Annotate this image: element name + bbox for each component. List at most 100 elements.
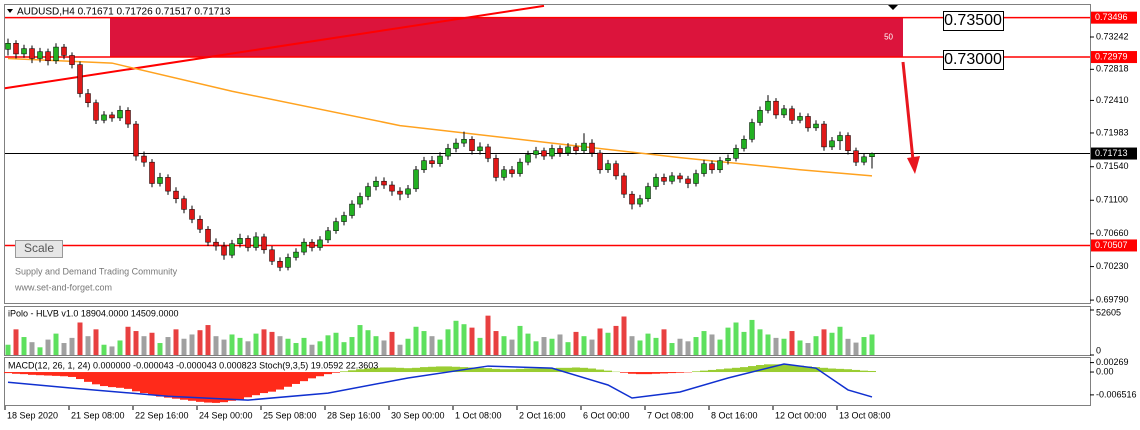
macd-bar bbox=[220, 372, 228, 403]
candle-body bbox=[861, 156, 867, 163]
arrow-head bbox=[907, 156, 920, 174]
scale-button-label[interactable]: Scale bbox=[24, 241, 54, 255]
macd-bar bbox=[564, 367, 572, 373]
candle-body bbox=[269, 249, 275, 262]
volume-bar bbox=[133, 331, 139, 355]
volume-bar bbox=[653, 337, 659, 355]
candle-body bbox=[101, 114, 107, 121]
macd-bar bbox=[548, 368, 556, 373]
volume-bar bbox=[85, 336, 91, 355]
macd-bar bbox=[124, 372, 132, 389]
volume-bar bbox=[429, 336, 435, 355]
volume-bar bbox=[125, 326, 131, 355]
candle-body bbox=[357, 196, 363, 205]
candle-body bbox=[229, 243, 235, 256]
y-tick-label: 0.00269 bbox=[1096, 357, 1129, 367]
candle-body bbox=[765, 100, 771, 111]
candle-body bbox=[21, 48, 27, 55]
candle-body bbox=[573, 146, 579, 151]
candle-body bbox=[733, 148, 739, 159]
candle-body bbox=[421, 160, 427, 171]
candle-body bbox=[629, 193, 635, 205]
volume-bar bbox=[829, 332, 835, 355]
macd-bar bbox=[740, 367, 748, 373]
volume-bar bbox=[181, 338, 187, 355]
candle-body bbox=[653, 177, 659, 187]
volume-bar bbox=[869, 334, 875, 355]
candle-body bbox=[285, 257, 291, 268]
macd-bar bbox=[348, 370, 356, 373]
macd-bar bbox=[604, 370, 612, 373]
y-tick-label: 0.69790 bbox=[1096, 294, 1129, 304]
volume-bar bbox=[37, 347, 43, 355]
candle-body bbox=[61, 46, 67, 56]
candle-body bbox=[509, 169, 515, 174]
macd-bar bbox=[260, 372, 268, 394]
candle-body bbox=[181, 198, 187, 210]
candle-body bbox=[589, 142, 595, 154]
macd-bar bbox=[708, 369, 716, 373]
volume-bar bbox=[277, 336, 283, 355]
volume-bar bbox=[533, 341, 539, 355]
volume-bar bbox=[45, 339, 51, 355]
macd-bar bbox=[164, 372, 172, 398]
volume-bar bbox=[861, 337, 867, 355]
macd-bar bbox=[236, 372, 244, 400]
macd-bar bbox=[868, 370, 876, 373]
macd-bar bbox=[500, 369, 508, 373]
volume-bar bbox=[661, 329, 667, 355]
volume-bar bbox=[837, 326, 843, 355]
volume-bar bbox=[573, 331, 579, 355]
volume-bar bbox=[501, 336, 507, 355]
candle-body bbox=[189, 209, 195, 220]
annotation: 0.73000 bbox=[944, 51, 1002, 68]
candle-body bbox=[525, 154, 531, 163]
macd-title: MACD(12, 26, 1, 24) 0.000000 -0.000043 -… bbox=[8, 360, 378, 370]
x-tick-label: 6 Oct 00:00 bbox=[583, 410, 630, 420]
macd-bar bbox=[156, 372, 164, 397]
volume-bar bbox=[317, 341, 323, 355]
candle-body bbox=[597, 152, 603, 171]
macd-bar bbox=[36, 372, 44, 376]
volume-bar bbox=[285, 338, 291, 355]
volume-panel bbox=[4, 306, 1091, 356]
macd-bar bbox=[284, 372, 292, 387]
volume-bar bbox=[261, 329, 267, 355]
macd-bar bbox=[292, 372, 300, 384]
watermark: www.set-and-forget.com bbox=[14, 282, 112, 292]
volume-bar bbox=[557, 334, 563, 355]
volume-bar bbox=[853, 342, 859, 355]
macd-bar bbox=[692, 371, 700, 373]
y-tick-label: 0.73242 bbox=[1096, 31, 1129, 41]
candle-body bbox=[381, 180, 387, 186]
trendline bbox=[4, 4, 545, 90]
candle-body bbox=[77, 64, 83, 94]
macd-bar bbox=[380, 367, 388, 373]
macd-bar bbox=[300, 372, 308, 382]
candle-body bbox=[349, 203, 355, 216]
macd-bar bbox=[572, 367, 580, 373]
macd-bar bbox=[652, 372, 660, 374]
volume-bar bbox=[845, 338, 851, 355]
volume-bar bbox=[5, 344, 11, 355]
candle-body bbox=[869, 153, 875, 157]
candle-body bbox=[325, 230, 331, 241]
macd-bar bbox=[788, 365, 796, 373]
candle-body bbox=[717, 160, 723, 171]
y-tick-label: -0.006516 bbox=[1096, 389, 1137, 399]
macd-bar bbox=[84, 372, 92, 382]
volume-bar bbox=[389, 331, 395, 355]
macd-bar bbox=[148, 372, 156, 396]
volume-bar bbox=[813, 336, 819, 355]
macd-bar bbox=[252, 372, 260, 396]
candle-body bbox=[5, 43, 11, 50]
scale-button[interactable] bbox=[15, 240, 63, 258]
volume-bar bbox=[621, 316, 627, 355]
candle-body bbox=[253, 236, 259, 248]
volume-bar bbox=[693, 337, 699, 355]
volume-bar bbox=[141, 336, 147, 355]
macd-bar bbox=[580, 367, 588, 373]
volume-bar bbox=[205, 325, 211, 355]
candle-body bbox=[453, 142, 459, 149]
candle-body bbox=[197, 219, 203, 230]
